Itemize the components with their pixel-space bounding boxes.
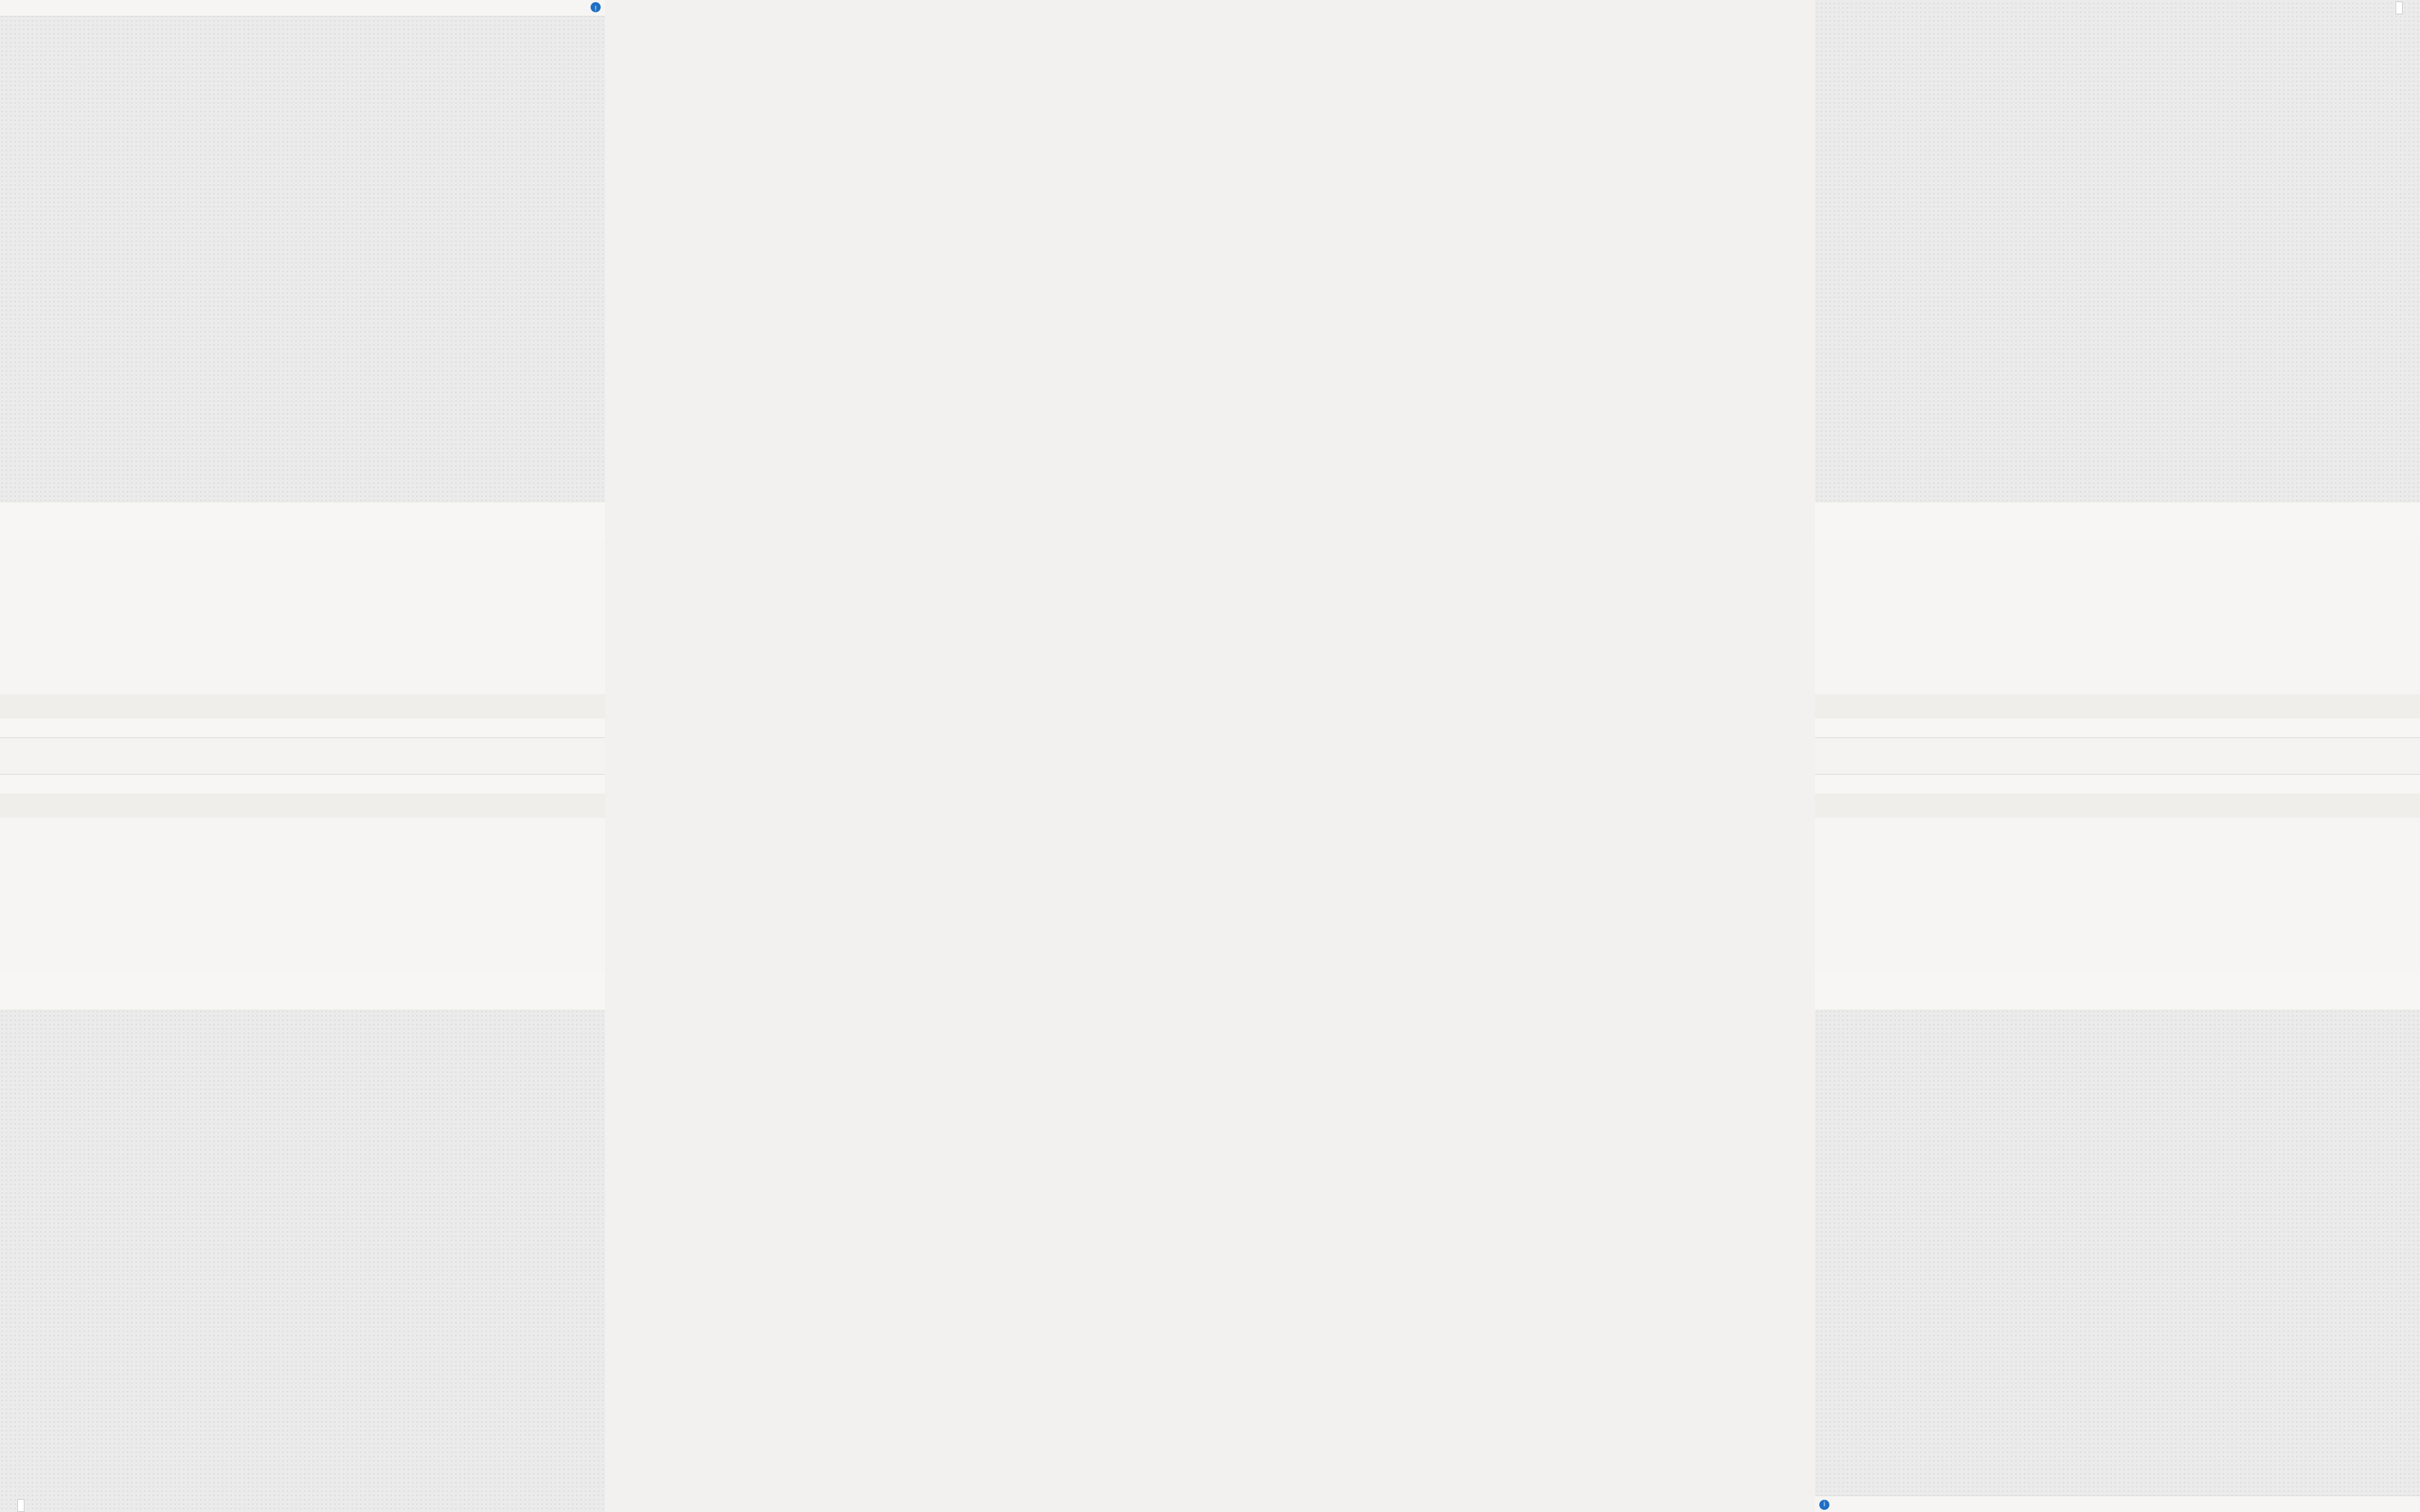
rhino-window	[1210, 756, 1815, 1512]
info-icon: i	[1819, 1500, 1829, 1510]
rhino-window	[1210, 0, 1815, 756]
perf-readout-bottom	[17, 1499, 24, 1512]
info-icon: i	[591, 2, 601, 12]
rhino-window	[605, 0, 1210, 756]
rhino-window	[605, 756, 1210, 1512]
rhino-panel-tl	[605, 0, 1210, 756]
rhino-panel-bl	[605, 756, 1210, 1512]
rhino-panel-br	[1210, 756, 1815, 1512]
save-status-bar-mirror: i	[0, 0, 605, 17]
perf-readout-top	[2396, 1, 2403, 14]
save-status-bar: i	[1815, 1495, 2420, 1512]
rhino-panel-tr	[1210, 0, 1815, 756]
